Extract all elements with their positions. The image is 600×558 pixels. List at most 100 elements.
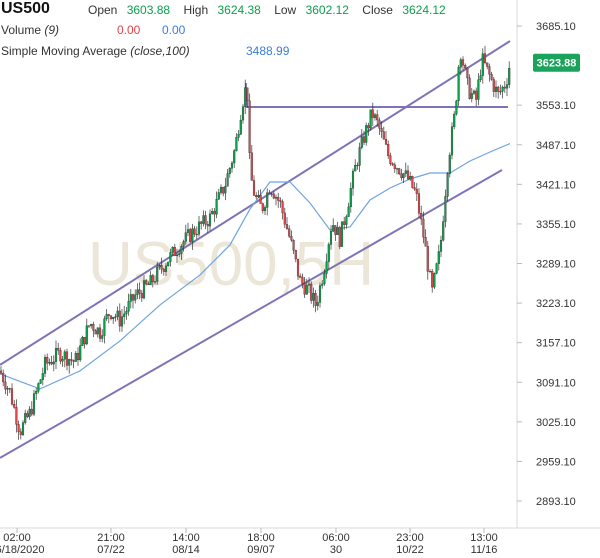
- candle-body: [305, 285, 308, 295]
- candle-body: [323, 273, 326, 285]
- candle-body: [37, 383, 40, 392]
- y-tick-label: 3157.10: [536, 338, 576, 350]
- candle-body: [138, 289, 141, 294]
- candle-body: [479, 75, 482, 80]
- candle-body: [389, 155, 392, 164]
- candle-body: [453, 113, 456, 127]
- candle-body: [426, 246, 429, 272]
- candle-body: [347, 206, 350, 217]
- candle-body: [241, 106, 245, 121]
- candle-body: [116, 310, 119, 317]
- candle-body: [439, 240, 443, 252]
- candle-body: [409, 176, 412, 180]
- y-tick-label: 3091.10: [536, 377, 576, 389]
- candle-body: [268, 192, 271, 194]
- candle-body: [422, 218, 425, 238]
- candle-body: [288, 228, 291, 237]
- candle-body: [213, 211, 216, 215]
- x-tick-date: 07/22: [97, 544, 125, 556]
- candle-body: [10, 388, 14, 405]
- y-tick-label: 3553.10: [536, 100, 576, 112]
- candle-body: [178, 253, 181, 255]
- candle-body: [360, 136, 363, 148]
- candle-body: [145, 280, 148, 285]
- candle-body: [219, 187, 223, 193]
- candle-body: [261, 203, 264, 212]
- candlesticks: [0, 45, 511, 440]
- candle-body: [235, 137, 238, 151]
- candle-body: [387, 144, 390, 156]
- candle-body: [494, 86, 498, 92]
- candle-body: [17, 424, 20, 432]
- candle-body: [48, 362, 51, 364]
- candle-body: [208, 213, 212, 227]
- candle-body: [228, 168, 231, 174]
- candle-body: [332, 225, 335, 232]
- candle-body: [94, 330, 97, 335]
- candle-body: [312, 293, 315, 301]
- x-tick-time: 06:00: [322, 532, 350, 544]
- candle-body: [318, 285, 322, 303]
- candle-body: [336, 227, 339, 235]
- candle-body: [8, 388, 11, 390]
- candle-body: [475, 90, 478, 100]
- candle-body: [175, 254, 179, 257]
- candle-body: [428, 271, 432, 273]
- candle-body: [340, 221, 344, 247]
- candle-body: [442, 221, 445, 241]
- candle-body: [274, 197, 278, 199]
- candle-body: [162, 268, 165, 272]
- candle-body: [59, 350, 62, 362]
- candle-body: [156, 266, 159, 282]
- high-label: High: [183, 3, 209, 17]
- candle-body: [468, 77, 471, 99]
- candle-body: [376, 114, 379, 121]
- x-tick-date: 10/22: [396, 544, 424, 556]
- candle-body: [472, 90, 476, 94]
- candle-body: [87, 325, 91, 327]
- candle-body: [327, 244, 330, 262]
- candle-body: [424, 237, 427, 247]
- candle-body: [41, 373, 44, 380]
- candle-body: [158, 265, 161, 268]
- candle-body: [338, 227, 341, 247]
- candle-body: [74, 353, 77, 362]
- candle-body: [184, 232, 187, 242]
- candle-body: [167, 261, 170, 267]
- candle-body: [90, 324, 93, 326]
- candle-body: [35, 391, 38, 394]
- candle-body: [237, 134, 240, 138]
- candle-body: [189, 229, 192, 242]
- x-tick-date: 30: [330, 544, 342, 556]
- candle-body: [118, 310, 121, 327]
- candle-body: [373, 114, 377, 118]
- volume-legend[interactable]: Volume (9): [1, 23, 59, 37]
- candle-body: [400, 173, 403, 179]
- sma-label: Simple Moving Average: [1, 44, 127, 58]
- candle-body: [431, 271, 434, 288]
- volume-param: (9): [44, 23, 60, 37]
- candle-body: [503, 86, 506, 89]
- candle-body: [151, 275, 154, 283]
- y-tick-label: 3289.10: [536, 259, 576, 271]
- candle-body: [488, 66, 491, 75]
- sma-line: [0, 143, 511, 390]
- candle-body: [281, 201, 284, 214]
- sma-legend[interactable]: Simple Moving Average (close,100): [1, 44, 190, 58]
- price-axis[interactable]: 3685.10 3553.10 3487.10 3421.10 3355.10 3289.…: [517, 21, 576, 508]
- low-value: 3602.12: [305, 3, 349, 17]
- y-tick-label: 3355.10: [536, 219, 576, 231]
- candle-body: [303, 283, 306, 295]
- candle-body: [107, 314, 110, 316]
- candle-body: [501, 86, 504, 92]
- candle-body: [345, 216, 348, 225]
- candle-body: [433, 273, 436, 288]
- candle-body: [255, 195, 258, 198]
- candle-body: [272, 193, 275, 199]
- candle-body: [96, 327, 99, 335]
- candle-body: [358, 147, 361, 166]
- candle-body: [147, 283, 150, 285]
- candle-body: [356, 164, 359, 167]
